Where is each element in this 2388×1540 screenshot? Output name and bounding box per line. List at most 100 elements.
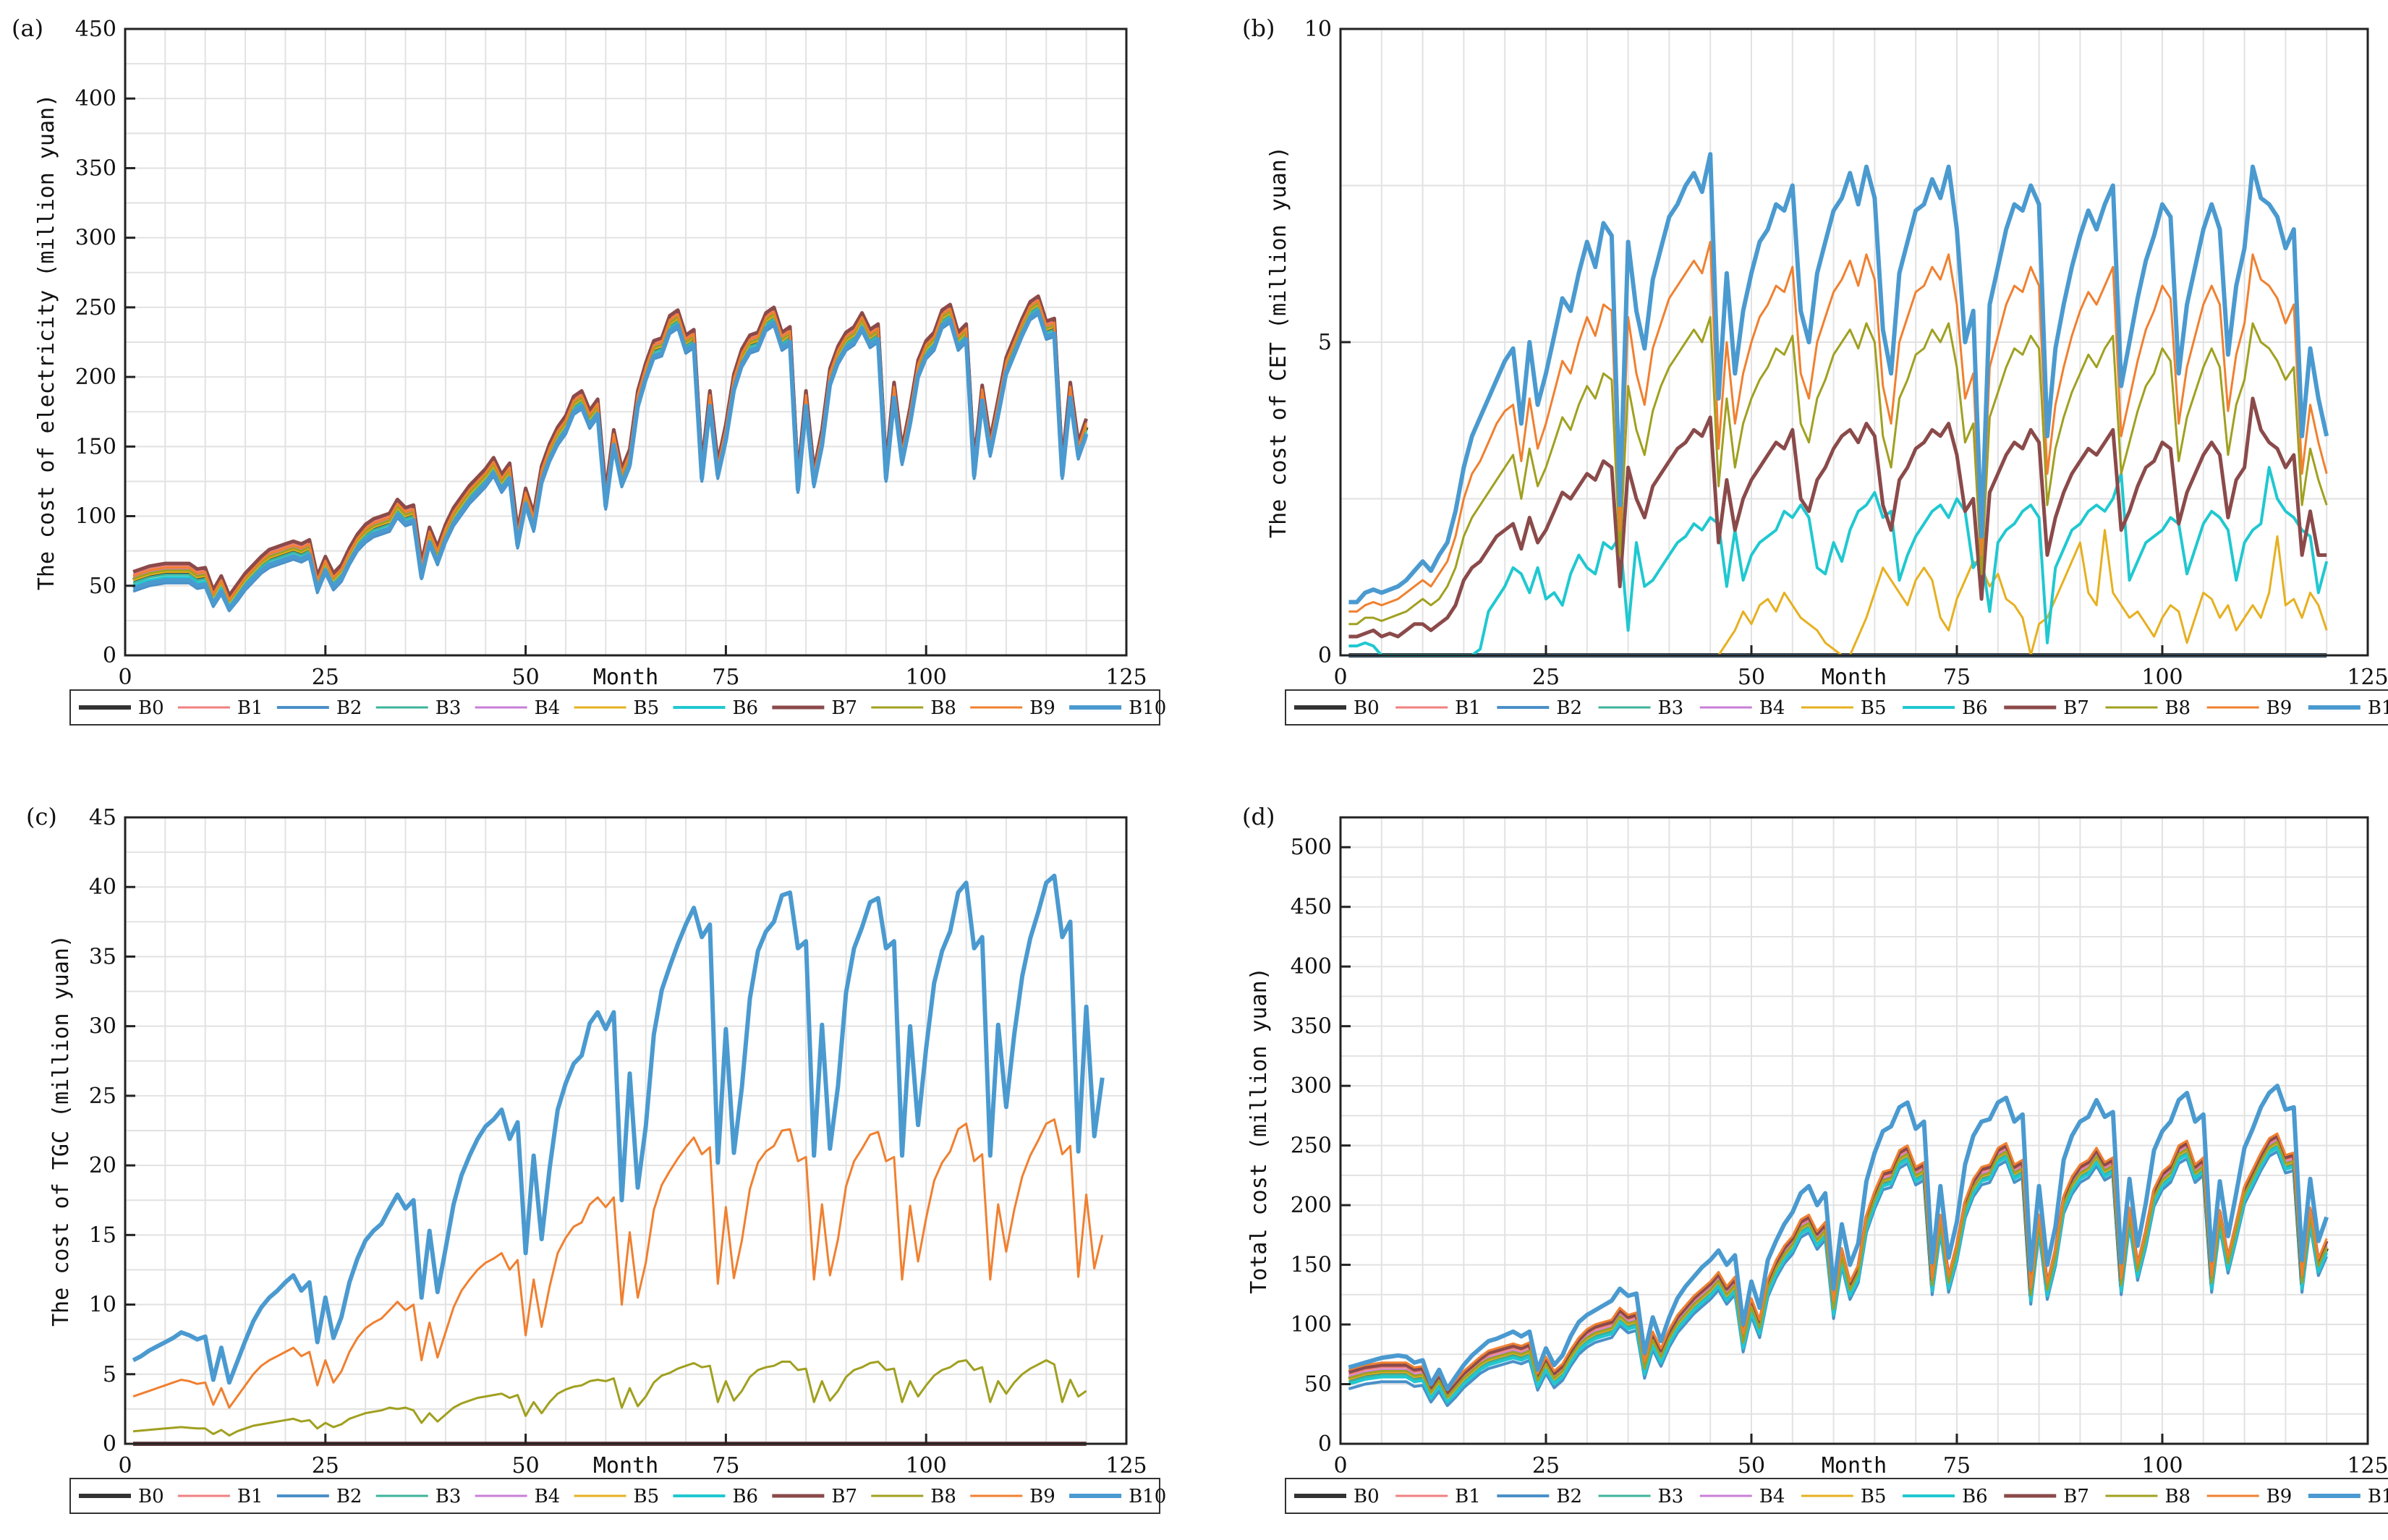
legend-label-b5: B5 — [634, 1486, 660, 1507]
y-tick-label: 45 — [89, 805, 116, 830]
y-tick-label: 35 — [89, 944, 116, 969]
legend-label-b2: B2 — [336, 697, 362, 719]
y-tick-label: 500 — [1291, 835, 1332, 860]
x-tick-label: 25 — [1532, 1453, 1560, 1479]
x-tick-label: 0 — [118, 1453, 132, 1479]
legend-box — [1285, 1478, 2388, 1514]
legend: B0 B1 B2 B3 B4 B5 B6 B7 B8 B9 B10 — [69, 1478, 1166, 1514]
legend-label-b8: B8 — [2164, 1486, 2191, 1507]
series-line-b10 — [1348, 152, 2329, 605]
x-tick-label: 75 — [712, 1453, 739, 1479]
plot-frame — [124, 816, 1128, 1445]
panel-label: (b) — [1242, 14, 1275, 42]
y-tick-label: 40 — [89, 875, 116, 900]
y-tick-label: 350 — [75, 156, 116, 181]
y-tick-label: 200 — [75, 365, 116, 390]
x-axis-label: Month — [1822, 665, 1887, 690]
x-tick-label: 75 — [712, 665, 739, 690]
gridlines — [1340, 28, 2368, 656]
x-tick-label: 50 — [512, 665, 540, 690]
legend-label-b7: B7 — [831, 1486, 857, 1507]
y-tick-label: 50 — [1304, 1372, 1332, 1398]
ticks: 0 25 50 75 100 125 0 50 100 150 200 250 300 350 400 450 — [75, 17, 1147, 690]
series-lines — [132, 294, 1089, 613]
series-line-b8 — [132, 1359, 1087, 1437]
legend: B0 B1 B2 B3 B4 B5 B6 B7 B8 B9 B10 — [69, 689, 1166, 726]
legend-label-b10: B10 — [1129, 697, 1166, 719]
x-tick-label: 100 — [906, 1453, 947, 1479]
legend: B0 B1 B2 B3 B4 B5 B6 B7 B8 B9 B10 — [1285, 689, 2388, 726]
y-tick-label: 10 — [1304, 17, 1332, 42]
x-tick-label: 0 — [1333, 665, 1347, 690]
legend-label-b3: B3 — [435, 1486, 462, 1507]
ticks: 0 25 50 75 100 125 0 5 10 — [1304, 17, 2388, 690]
series-lines — [1348, 152, 2329, 658]
x-tick-label: 50 — [1738, 665, 1765, 690]
panel-b: 0 25 50 75 100 125 0 5 10 Month The cost of CET (m… — [1242, 14, 2388, 726]
legend-label-b9: B9 — [2266, 697, 2293, 719]
legend-label-b6: B6 — [1962, 697, 1988, 719]
x-tick-label: 0 — [1333, 1453, 1347, 1479]
legend-label-b1: B1 — [1455, 697, 1481, 719]
x-tick-label: 50 — [512, 1453, 540, 1479]
panel-label: (d) — [1242, 803, 1275, 830]
y-axis-label: The cost of electricity (million yuan) — [34, 94, 59, 590]
x-tick-label: 75 — [1943, 665, 1971, 690]
legend-label-b4: B4 — [535, 1486, 561, 1507]
series-line-b8 — [1348, 1141, 2328, 1399]
series-line-b7 — [1348, 396, 2327, 639]
legend-label-b1: B1 — [1455, 1486, 1481, 1507]
x-tick-label: 125 — [1105, 1453, 1147, 1479]
legend-label-b1: B1 — [237, 1486, 263, 1507]
y-tick-label: 350 — [1291, 1014, 1332, 1039]
y-tick-label: 5 — [1318, 330, 1332, 355]
legend-label-b7: B7 — [2063, 697, 2089, 719]
ticks: 0 25 50 75 100 125 0 50 100 150 200 250 300 350 400 450… — [1291, 835, 2388, 1479]
legend-label-b5: B5 — [1861, 697, 1887, 719]
y-tick-label: 150 — [1291, 1253, 1332, 1278]
x-axis-label: Month — [593, 1453, 658, 1479]
x-tick-label: 25 — [1532, 665, 1560, 690]
series-line-b9 — [132, 1118, 1104, 1409]
legend-label-b0: B0 — [1354, 697, 1380, 719]
legend-label-b0: B0 — [138, 697, 164, 719]
legend-label-b8: B8 — [930, 1486, 956, 1507]
y-tick-label: 25 — [89, 1084, 116, 1109]
x-axis-label: Month — [593, 665, 658, 690]
panel-label: (a) — [12, 14, 43, 42]
x-tick-label: 125 — [2347, 1453, 2388, 1479]
y-tick-label: 100 — [1291, 1312, 1332, 1337]
panel-d: 0 25 50 75 100 125 0 50 100 150 200 250 300 350 400 450… — [1242, 803, 2388, 1514]
legend-label-b6: B6 — [732, 1486, 758, 1507]
ticks: 0 25 50 75 100 125 0 5 10 15 20 25 30 35 40 45 — [89, 805, 1147, 1479]
legend-label-b4: B4 — [1759, 697, 1785, 719]
panel-label: (c) — [26, 803, 57, 830]
x-tick-label: 25 — [312, 665, 339, 690]
series-line-b9 — [1348, 240, 2328, 613]
legend-label-b2: B2 — [1556, 1486, 1582, 1507]
legend-label-b5: B5 — [634, 697, 660, 719]
y-tick-label: 300 — [1291, 1073, 1332, 1099]
legend-label-b9: B9 — [1029, 697, 1055, 719]
series-line-b6 — [1348, 466, 2329, 657]
y-tick-label: 300 — [75, 226, 116, 251]
legend-label-b8: B8 — [2164, 697, 2191, 719]
series-lines — [1348, 1084, 2329, 1408]
legend-label-b2: B2 — [1556, 697, 1582, 719]
legend-label-b9: B9 — [1029, 1486, 1055, 1507]
legend-label-b0: B0 — [1354, 1486, 1380, 1507]
legend: B0 B1 B2 B3 B4 B5 B6 B7 B8 B9 B10 — [1285, 1478, 2388, 1514]
series-line-b10 — [132, 309, 1089, 612]
y-tick-label: 0 — [1318, 1431, 1332, 1457]
x-tick-label: 100 — [906, 665, 947, 690]
y-tick-label: 450 — [75, 17, 116, 42]
legend-label-b0: B0 — [138, 1486, 164, 1507]
legend-label-b4: B4 — [1759, 1486, 1785, 1507]
x-axis-label: Month — [1822, 1453, 1887, 1479]
legend-label-b7: B7 — [2063, 1486, 2089, 1507]
legend-label-b10: B10 — [1129, 1486, 1166, 1507]
y-tick-label: 10 — [89, 1293, 116, 1318]
plot-frame — [124, 27, 1128, 657]
legend-label-b2: B2 — [336, 1486, 362, 1507]
x-tick-label: 100 — [2141, 1453, 2183, 1479]
